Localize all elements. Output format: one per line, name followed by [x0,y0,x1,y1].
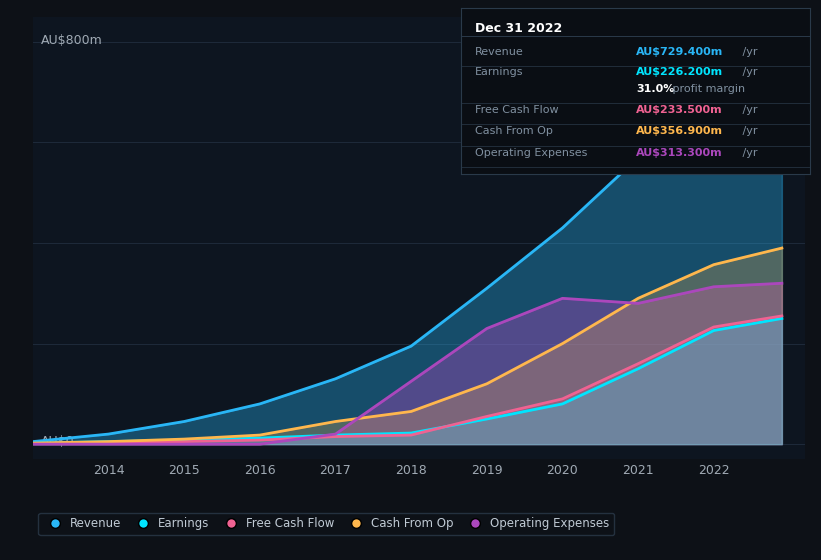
Text: Free Cash Flow: Free Cash Flow [475,105,559,115]
Text: Revenue: Revenue [475,47,524,57]
Text: AU$0: AU$0 [40,435,74,448]
Text: Cash From Op: Cash From Op [475,127,553,137]
Text: /yr: /yr [739,67,757,77]
Text: 31.0%: 31.0% [636,83,674,94]
Text: /yr: /yr [739,47,757,57]
Text: AU$800m: AU$800m [40,35,103,48]
Text: Dec 31 2022: Dec 31 2022 [475,22,562,35]
Text: AU$233.500m: AU$233.500m [636,105,722,115]
Text: AU$313.300m: AU$313.300m [636,148,722,158]
Text: profit margin: profit margin [669,83,745,94]
Text: /yr: /yr [739,148,757,158]
Text: AU$226.200m: AU$226.200m [636,67,723,77]
Text: Operating Expenses: Operating Expenses [475,148,588,158]
Text: AU$729.400m: AU$729.400m [636,47,723,57]
Text: /yr: /yr [739,127,757,137]
Text: Earnings: Earnings [475,67,524,77]
Text: /yr: /yr [739,105,757,115]
Text: AU$356.900m: AU$356.900m [636,127,722,137]
Legend: Revenue, Earnings, Free Cash Flow, Cash From Op, Operating Expenses: Revenue, Earnings, Free Cash Flow, Cash … [38,513,614,535]
